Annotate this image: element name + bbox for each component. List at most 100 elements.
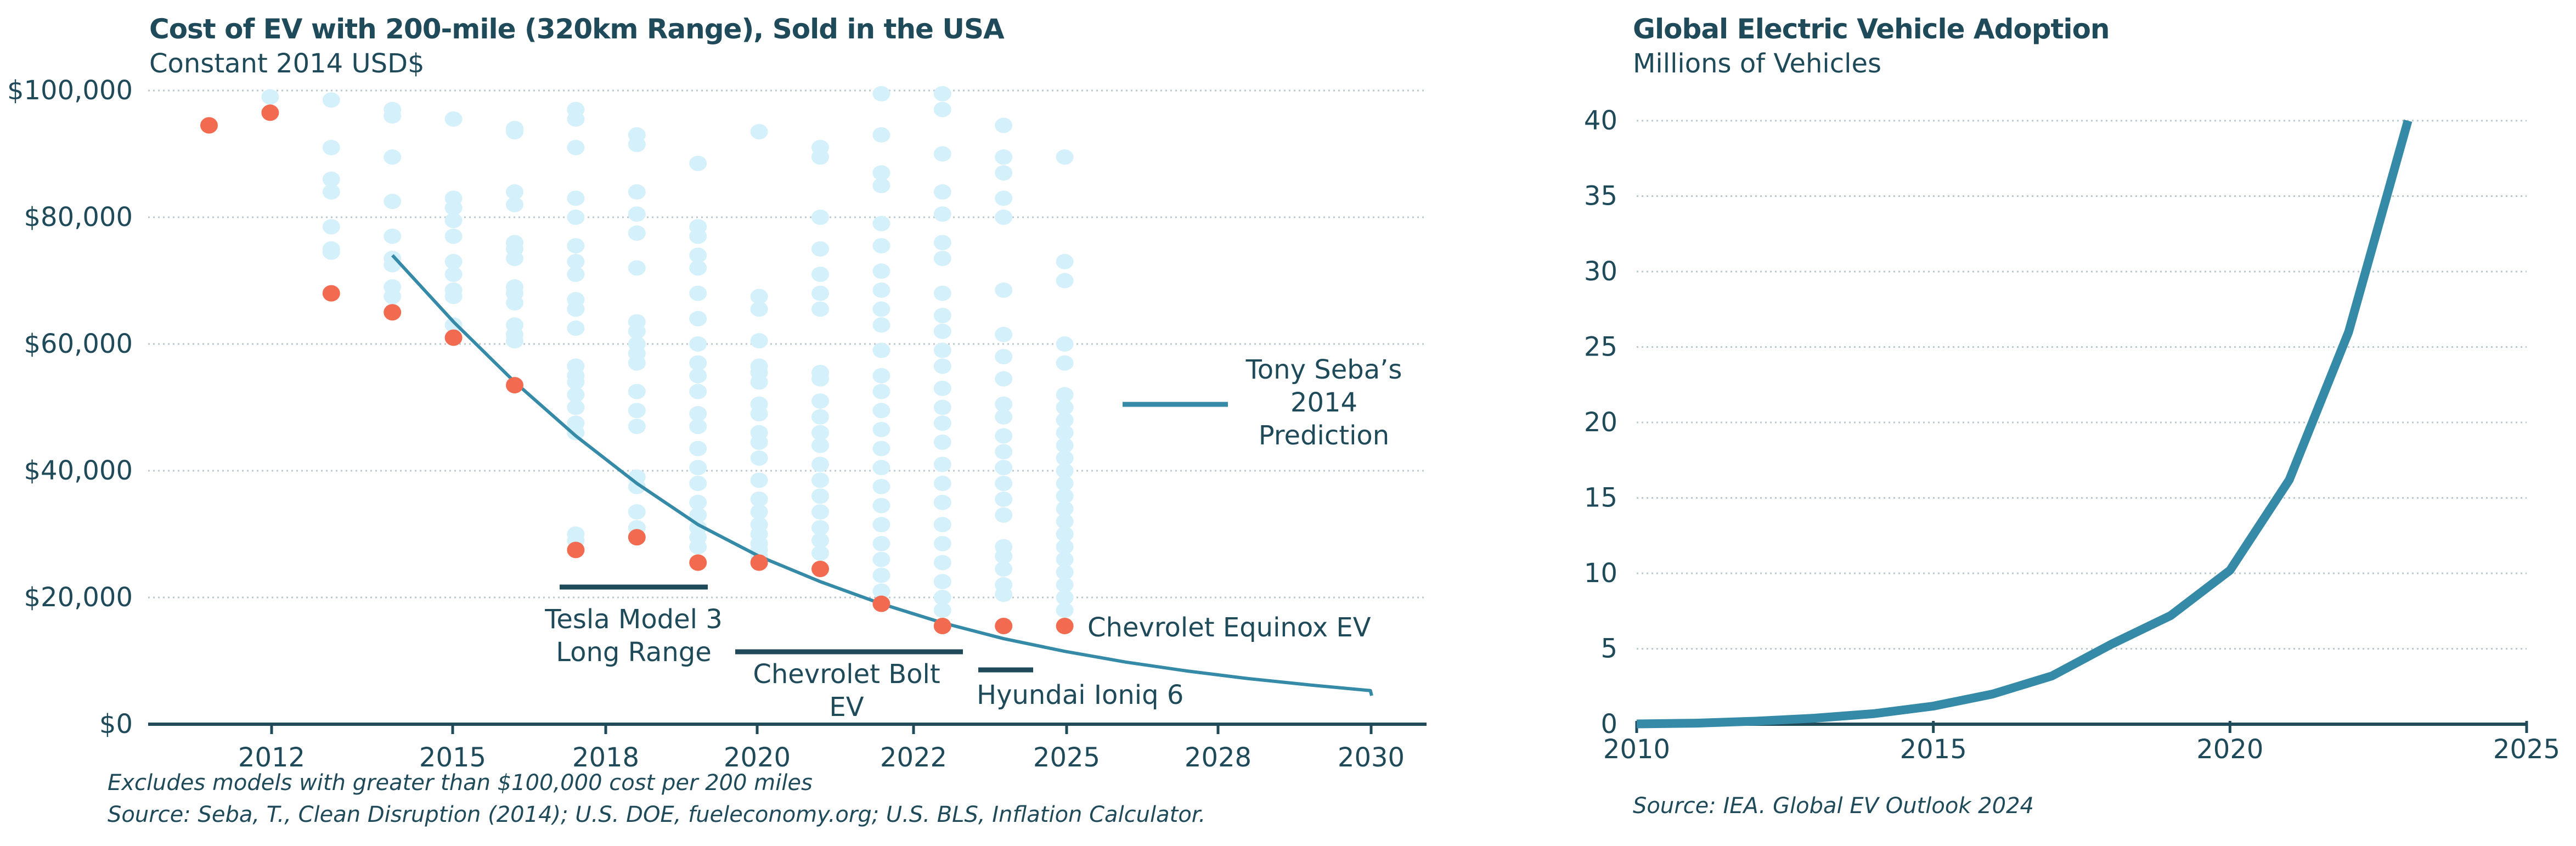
ev-model-point	[872, 317, 890, 333]
ev-model-point	[811, 301, 829, 317]
ev-model-point	[933, 476, 951, 492]
ev-model-point	[689, 355, 707, 371]
ev-model-point	[872, 301, 890, 317]
equinox-label: Chevrolet Equinox EV	[1087, 612, 1371, 643]
ev-model-point	[995, 117, 1013, 133]
ev-model-point	[750, 406, 768, 422]
ev-model-point	[1056, 387, 1074, 403]
ev-model-point	[444, 317, 463, 333]
ev-model-point	[995, 371, 1013, 387]
ev-model-point	[933, 415, 951, 431]
ev-model-point	[933, 380, 951, 396]
cheapest-model-point	[750, 554, 768, 571]
ev-model-point	[811, 472, 829, 488]
ev-model-point	[750, 491, 768, 507]
left-footnote-exclusion: Excludes models with greater than $100,0…	[108, 770, 813, 796]
ev-model-point	[1056, 577, 1074, 593]
cheapest-model-point	[322, 285, 340, 302]
ev-model-point	[444, 212, 463, 228]
ev-model-point	[872, 403, 890, 419]
ev-model-point	[933, 101, 951, 117]
ev-model-point	[567, 301, 585, 317]
ev-model-point	[506, 196, 523, 212]
ev-model-point	[689, 539, 707, 555]
ev-model-point	[567, 253, 585, 269]
ev-model-point	[933, 323, 951, 339]
ev-model-point	[322, 171, 340, 187]
ev-model-point	[872, 86, 890, 101]
ev-model-point	[567, 190, 585, 206]
y-tick-label: $60,000	[24, 329, 133, 359]
y-tick-label: 10	[1584, 558, 1617, 589]
ev-model-point	[628, 260, 646, 276]
cheapest-model-point	[506, 377, 523, 394]
ev-model-point	[750, 450, 768, 466]
ev-model-point	[1056, 476, 1074, 492]
x-tick-label: 2012	[238, 742, 305, 773]
ev-model-point	[444, 253, 463, 269]
ev-model-point	[933, 251, 951, 267]
ev-model-point	[689, 507, 707, 523]
ev-model-point	[628, 419, 646, 435]
cheapest-model-point	[933, 617, 951, 634]
bolt-label: Chevrolet Bolt	[753, 659, 940, 690]
ev-model-point	[995, 561, 1013, 577]
ev-model-point	[811, 533, 829, 549]
y-tick-label: $20,000	[24, 582, 133, 613]
ev-model-point	[628, 225, 646, 241]
ev-model-point	[689, 383, 707, 399]
ev-model-point	[1056, 399, 1074, 415]
ev-model-point	[750, 472, 768, 488]
ev-model-point	[567, 320, 585, 336]
ev-model-point	[384, 257, 402, 273]
ev-model-point	[872, 383, 890, 399]
ev-model-point	[872, 178, 890, 194]
ev-model-point	[628, 323, 646, 339]
ev-model-point	[872, 342, 890, 358]
y-tick-label: $100,000	[7, 75, 133, 106]
ev-model-point	[811, 425, 829, 441]
cheapest-model-point	[1056, 617, 1074, 634]
ev-model-point	[995, 190, 1013, 206]
ev-model-point	[995, 349, 1013, 365]
cheapest-model-point	[200, 117, 218, 134]
ev-model-point	[689, 155, 707, 171]
ev-model-point	[1056, 551, 1074, 567]
ev-model-point	[384, 194, 402, 210]
ev-model-point	[872, 165, 890, 181]
y-tick-label: 15	[1584, 483, 1617, 514]
ev-model-point	[1056, 355, 1074, 371]
ev-model-point	[322, 92, 340, 108]
legend-label: Prediction	[1259, 420, 1389, 451]
ev-model-point	[689, 336, 707, 352]
ev-model-point	[811, 241, 829, 257]
ev-model-point	[628, 383, 646, 399]
ev-model-point	[750, 124, 768, 140]
ev-model-point	[1056, 564, 1074, 580]
x-tick-label: 2025	[1033, 742, 1100, 773]
ev-model-point	[1056, 149, 1074, 165]
ev-model-point	[506, 184, 523, 200]
ev-model-point	[933, 342, 951, 358]
ev-model-point	[811, 285, 829, 301]
ev-model-point	[567, 210, 585, 225]
ev-model-point	[1056, 273, 1074, 289]
y-tick-label: 35	[1584, 181, 1617, 212]
y-tick-label: 0	[1600, 709, 1617, 740]
x-tick-label: 2028	[1185, 742, 1252, 773]
ev-model-point	[1056, 602, 1074, 618]
ev-model-point	[811, 520, 829, 535]
ev-model-point	[689, 311, 707, 326]
ev-model-point	[689, 476, 707, 492]
ev-model-point	[933, 235, 951, 251]
ev-model-point	[933, 494, 951, 510]
cheapest-model-point	[567, 542, 585, 559]
ev-model-point	[872, 368, 890, 383]
cheapest-model-point	[872, 595, 890, 612]
ev-model-point	[872, 460, 890, 476]
left-y-tick-labels: $0 $20,000 $40,000 $60,000 $80,000 $100,000	[7, 75, 133, 740]
ev-model-point	[689, 247, 707, 263]
left-x-axis: 2012 2015 2018 2020 2022 2025 2028 2030	[148, 723, 1427, 773]
ev-model-point	[689, 260, 707, 276]
y-tick-label: 25	[1584, 332, 1617, 363]
